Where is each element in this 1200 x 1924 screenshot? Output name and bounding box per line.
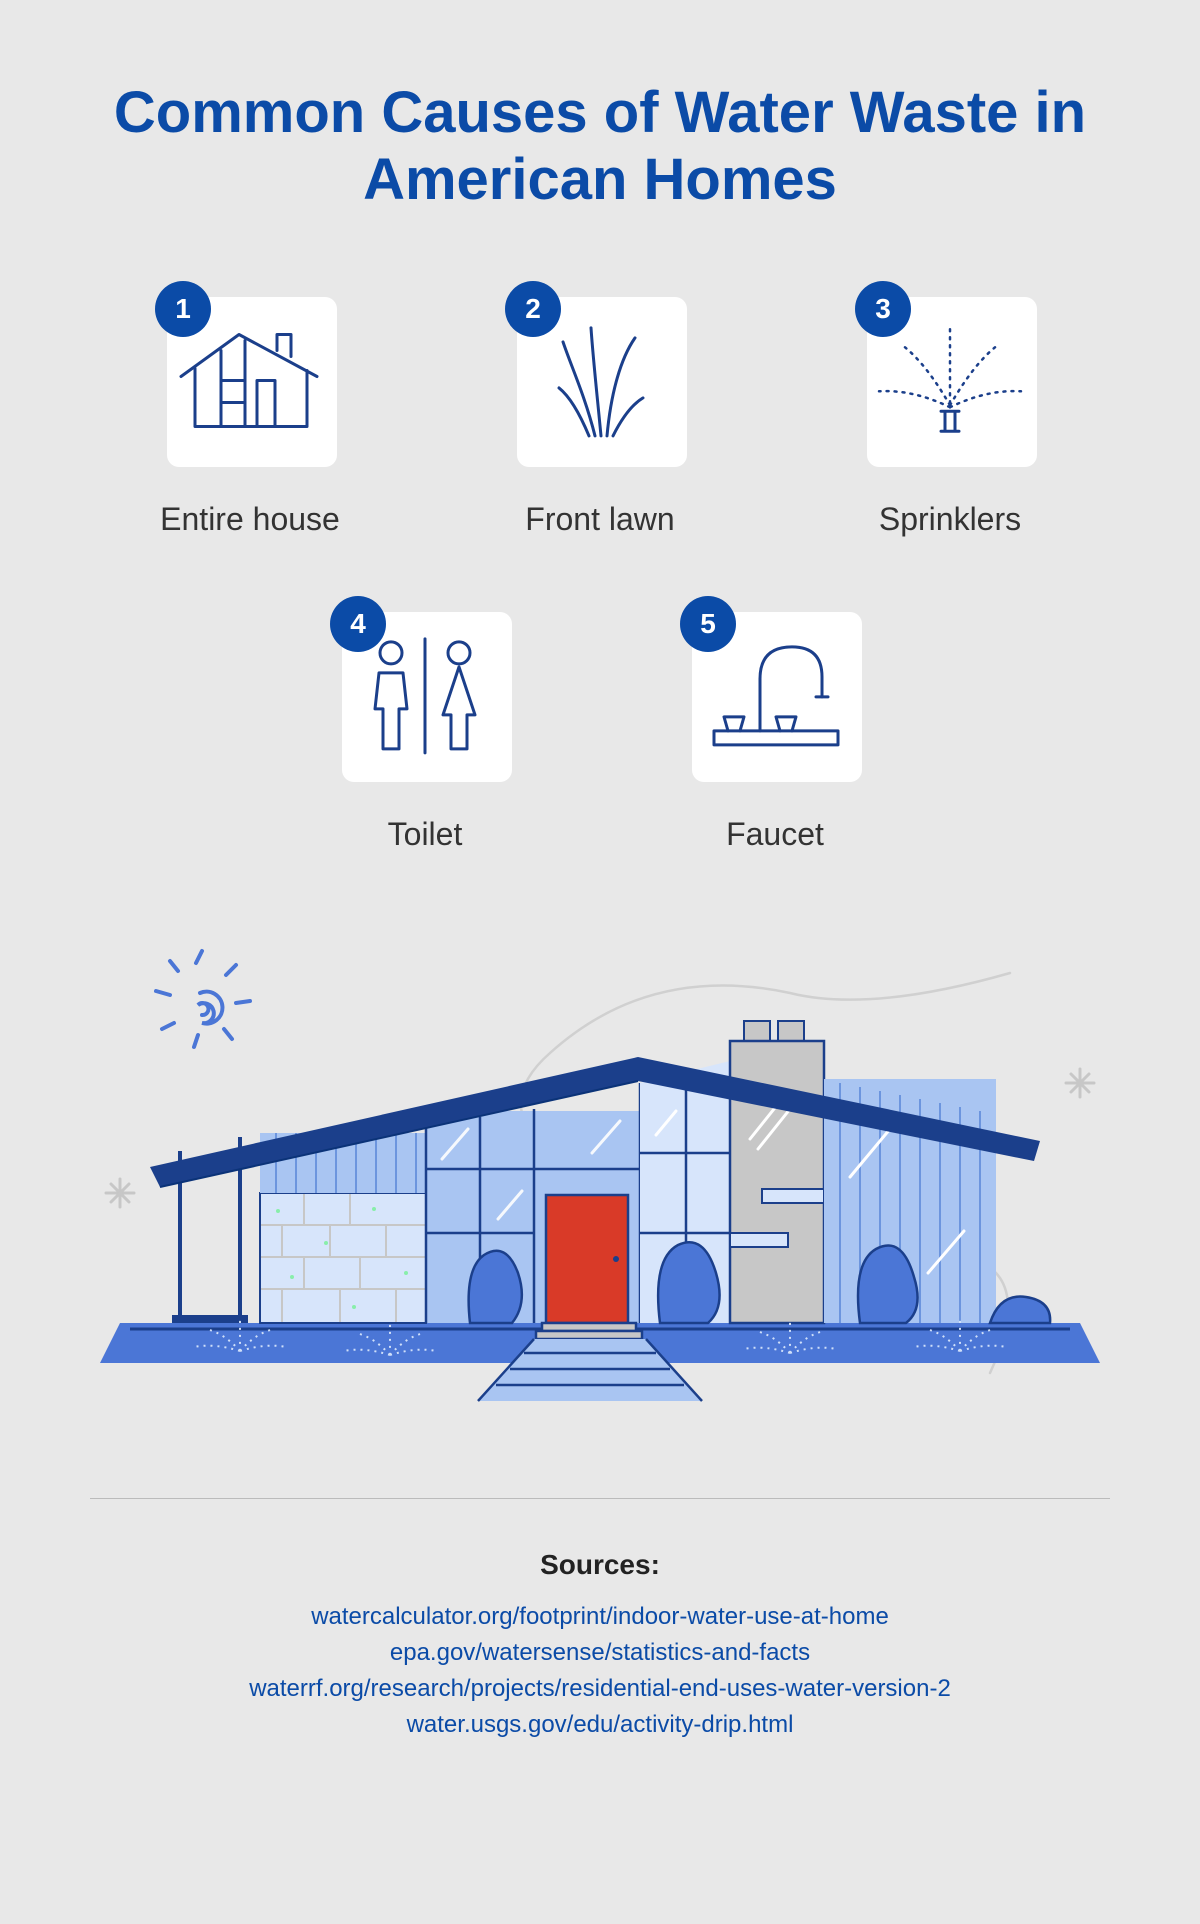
card-label: Faucet bbox=[645, 816, 905, 853]
card-label: Front lawn bbox=[470, 501, 730, 538]
source-link: epa.gov/watersense/statistics-and-facts bbox=[90, 1635, 1110, 1671]
source-link: water.usgs.gov/edu/activity-drip.html bbox=[90, 1707, 1110, 1743]
sources-heading: Sources: bbox=[90, 1549, 1110, 1581]
badge-4: 4 bbox=[330, 596, 386, 652]
house-icon bbox=[175, 321, 325, 446]
badge-5: 5 bbox=[680, 596, 736, 652]
card-toilet: 4 Toilet bbox=[295, 598, 555, 853]
cards-grid: 1 bbox=[90, 283, 1110, 853]
card-label: Toilet bbox=[295, 816, 555, 853]
card-label: Sprinklers bbox=[820, 501, 1080, 538]
card-front-lawn: 2 Front lawn bbox=[470, 283, 730, 538]
hero-illustration bbox=[90, 933, 1110, 1438]
card-label: Entire house bbox=[120, 501, 380, 538]
badge-2: 2 bbox=[505, 281, 561, 337]
sources-list: watercalculator.org/footprint/indoor-wat… bbox=[90, 1599, 1110, 1743]
badge-3: 3 bbox=[855, 281, 911, 337]
card-sprinklers: 3 bbox=[820, 283, 1080, 538]
badge-1: 1 bbox=[155, 281, 211, 337]
faucet-icon bbox=[700, 631, 850, 766]
source-link: waterrf.org/research/projects/residentia… bbox=[90, 1671, 1110, 1707]
page-title: Common Causes of Water Waste in American… bbox=[90, 80, 1110, 213]
grass-icon bbox=[535, 316, 665, 451]
card-faucet: 5 Faucet bbox=[645, 598, 905, 853]
card-entire-house: 1 bbox=[120, 283, 380, 538]
divider bbox=[90, 1498, 1110, 1499]
source-link: watercalculator.org/footprint/indoor-wat… bbox=[90, 1599, 1110, 1635]
restroom-icon bbox=[355, 631, 495, 766]
